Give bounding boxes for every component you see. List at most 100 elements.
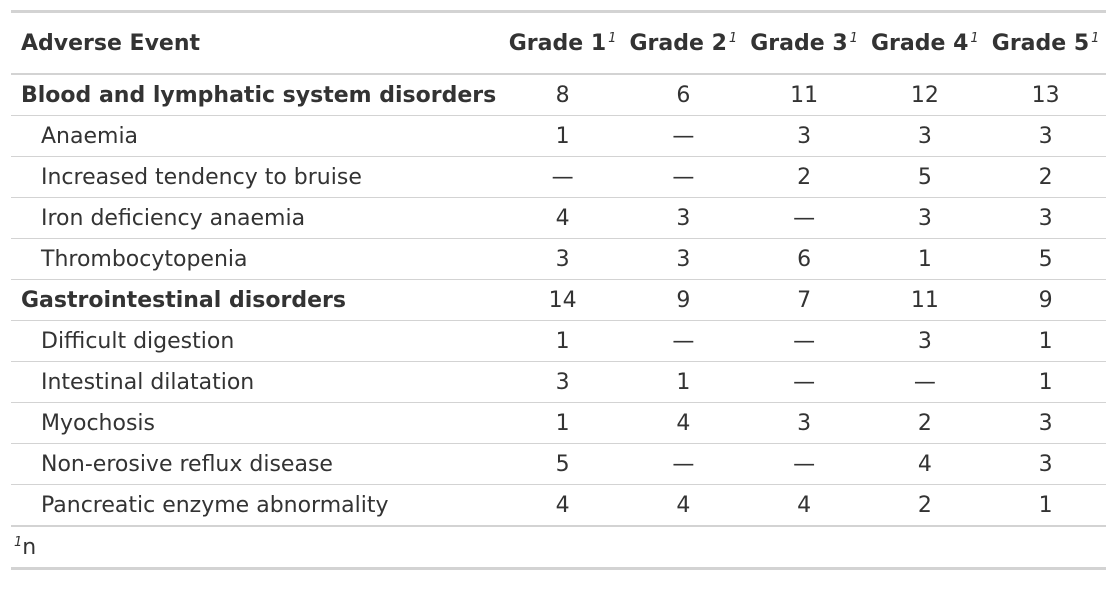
table-row: Non-erosive reflux disease 5 — — 4 3 [11, 443, 1106, 485]
row-label: Blood and lymphatic system disorders [11, 73, 503, 116]
table-row: Thrombocytopenia 3 3 6 1 5 [11, 238, 1106, 280]
cell-grade-2: — [622, 115, 744, 157]
row-label: Difficult digestion [11, 320, 503, 362]
cell-grade-1: 1 [502, 320, 623, 362]
table-row: Myochosis 1 4 3 2 3 [11, 402, 1106, 444]
cell-grade-5: 3 [985, 115, 1106, 157]
cell-grade-2: 6 [622, 73, 744, 116]
row-label: Anaemia [11, 115, 503, 157]
table-row-group: Blood and lymphatic system disorders 8 6… [11, 73, 1106, 116]
cell-grade-4: — [864, 361, 986, 403]
cell-grade-2: 4 [622, 402, 744, 444]
cell-grade-5: 1 [985, 361, 1106, 403]
cell-grade-3: 3 [743, 115, 865, 157]
column-header-adverse-event: Adverse Event [11, 13, 503, 75]
cell-grade-4: 2 [864, 402, 986, 444]
cell-grade-4: 3 [864, 320, 986, 362]
cell-grade-1: 8 [502, 73, 623, 116]
cell-grade-5: 13 [985, 73, 1106, 116]
cell-grade-5: 3 [985, 443, 1106, 485]
row-label: Intestinal dilatation [11, 361, 503, 403]
cell-grade-5: 5 [985, 238, 1106, 280]
cell-grade-3: 4 [743, 484, 865, 527]
table-row: Increased tendency to bruise — — 2 5 2 [11, 156, 1106, 198]
cell-grade-3: 7 [743, 279, 865, 321]
row-label: Thrombocytopenia [11, 238, 503, 280]
cell-grade-4: 12 [864, 73, 986, 116]
grade-label: Grade 3 [750, 30, 848, 56]
table-row: Difficult digestion 1 — — 3 1 [11, 320, 1106, 362]
grade-label: Grade 1 [508, 30, 607, 56]
cell-grade-1: 5 [502, 443, 623, 485]
cell-grade-5: 3 [985, 402, 1106, 444]
cell-grade-5: 3 [985, 197, 1106, 239]
cell-grade-1: 1 [502, 402, 623, 444]
footnote: 1n [11, 526, 1106, 570]
cell-grade-4: 3 [864, 115, 986, 157]
footnote-marker: 1 [849, 30, 858, 46]
cell-grade-3: 3 [743, 402, 865, 444]
table-row: Pancreatic enzyme abnormality 4 4 4 2 1 [11, 484, 1106, 527]
cell-grade-3: — [743, 443, 865, 485]
cell-grade-4: 1 [864, 238, 986, 280]
row-label: Myochosis [11, 402, 503, 444]
cell-grade-1: 3 [502, 238, 623, 280]
cell-grade-5: 9 [985, 279, 1106, 321]
row-label: Gastrointestinal disorders [11, 279, 503, 321]
table-row: Iron deficiency anaemia 4 3 — 3 3 [11, 197, 1106, 239]
table-footer: 1n [11, 526, 1106, 570]
cell-grade-1: 3 [502, 361, 623, 403]
grade-label: Grade 4 [870, 30, 969, 56]
cell-grade-2: — [622, 320, 744, 362]
footnote-marker: 1 [14, 534, 23, 550]
cell-grade-3: 2 [743, 156, 865, 198]
cell-grade-3: 6 [743, 238, 865, 280]
cell-grade-4: 4 [864, 443, 986, 485]
cell-grade-1: 4 [502, 197, 623, 239]
cell-grade-2: — [622, 443, 744, 485]
cell-grade-3: — [743, 320, 865, 362]
footnote-marker: 1 [608, 30, 617, 46]
cell-grade-2: 4 [622, 484, 744, 527]
table-row-group: Gastrointestinal disorders 14 9 7 11 9 [11, 279, 1106, 321]
cell-grade-4: 2 [864, 484, 986, 527]
cell-grade-3: 11 [743, 73, 865, 116]
row-label: Non-erosive reflux disease [11, 443, 503, 485]
cell-grade-3: — [743, 197, 865, 239]
cell-grade-1: 1 [502, 115, 623, 157]
row-label: Increased tendency to bruise [11, 156, 503, 198]
footnote-marker: 1 [970, 30, 979, 46]
cell-grade-5: 1 [985, 484, 1106, 527]
cell-grade-2: 3 [622, 197, 744, 239]
table-row: Anaemia 1 — 3 3 3 [11, 115, 1106, 157]
cell-grade-2: 3 [622, 238, 744, 280]
cell-grade-5: 2 [985, 156, 1106, 198]
footnote-row: 1n [11, 526, 1106, 570]
table-body: Blood and lymphatic system disorders 8 6… [11, 73, 1106, 527]
cell-grade-2: 1 [622, 361, 744, 403]
footnote-marker: 1 [1091, 30, 1100, 46]
row-label: Iron deficiency anaemia [11, 197, 503, 239]
cell-grade-4: 5 [864, 156, 986, 198]
cell-grade-5: 1 [985, 320, 1106, 362]
cell-grade-3: — [743, 361, 865, 403]
table-row: Intestinal dilatation 3 1 — — 1 [11, 361, 1106, 403]
cell-grade-2: — [622, 156, 744, 198]
grade-label: Grade 5 [991, 30, 1090, 56]
row-label: Pancreatic enzyme abnormality [11, 484, 503, 527]
cell-grade-1: — [502, 156, 623, 198]
cell-grade-4: 11 [864, 279, 986, 321]
cell-grade-1: 14 [502, 279, 623, 321]
footnote-marker: 1 [728, 30, 738, 46]
footnote-text: n [22, 534, 37, 560]
cell-grade-2: 9 [622, 279, 744, 321]
